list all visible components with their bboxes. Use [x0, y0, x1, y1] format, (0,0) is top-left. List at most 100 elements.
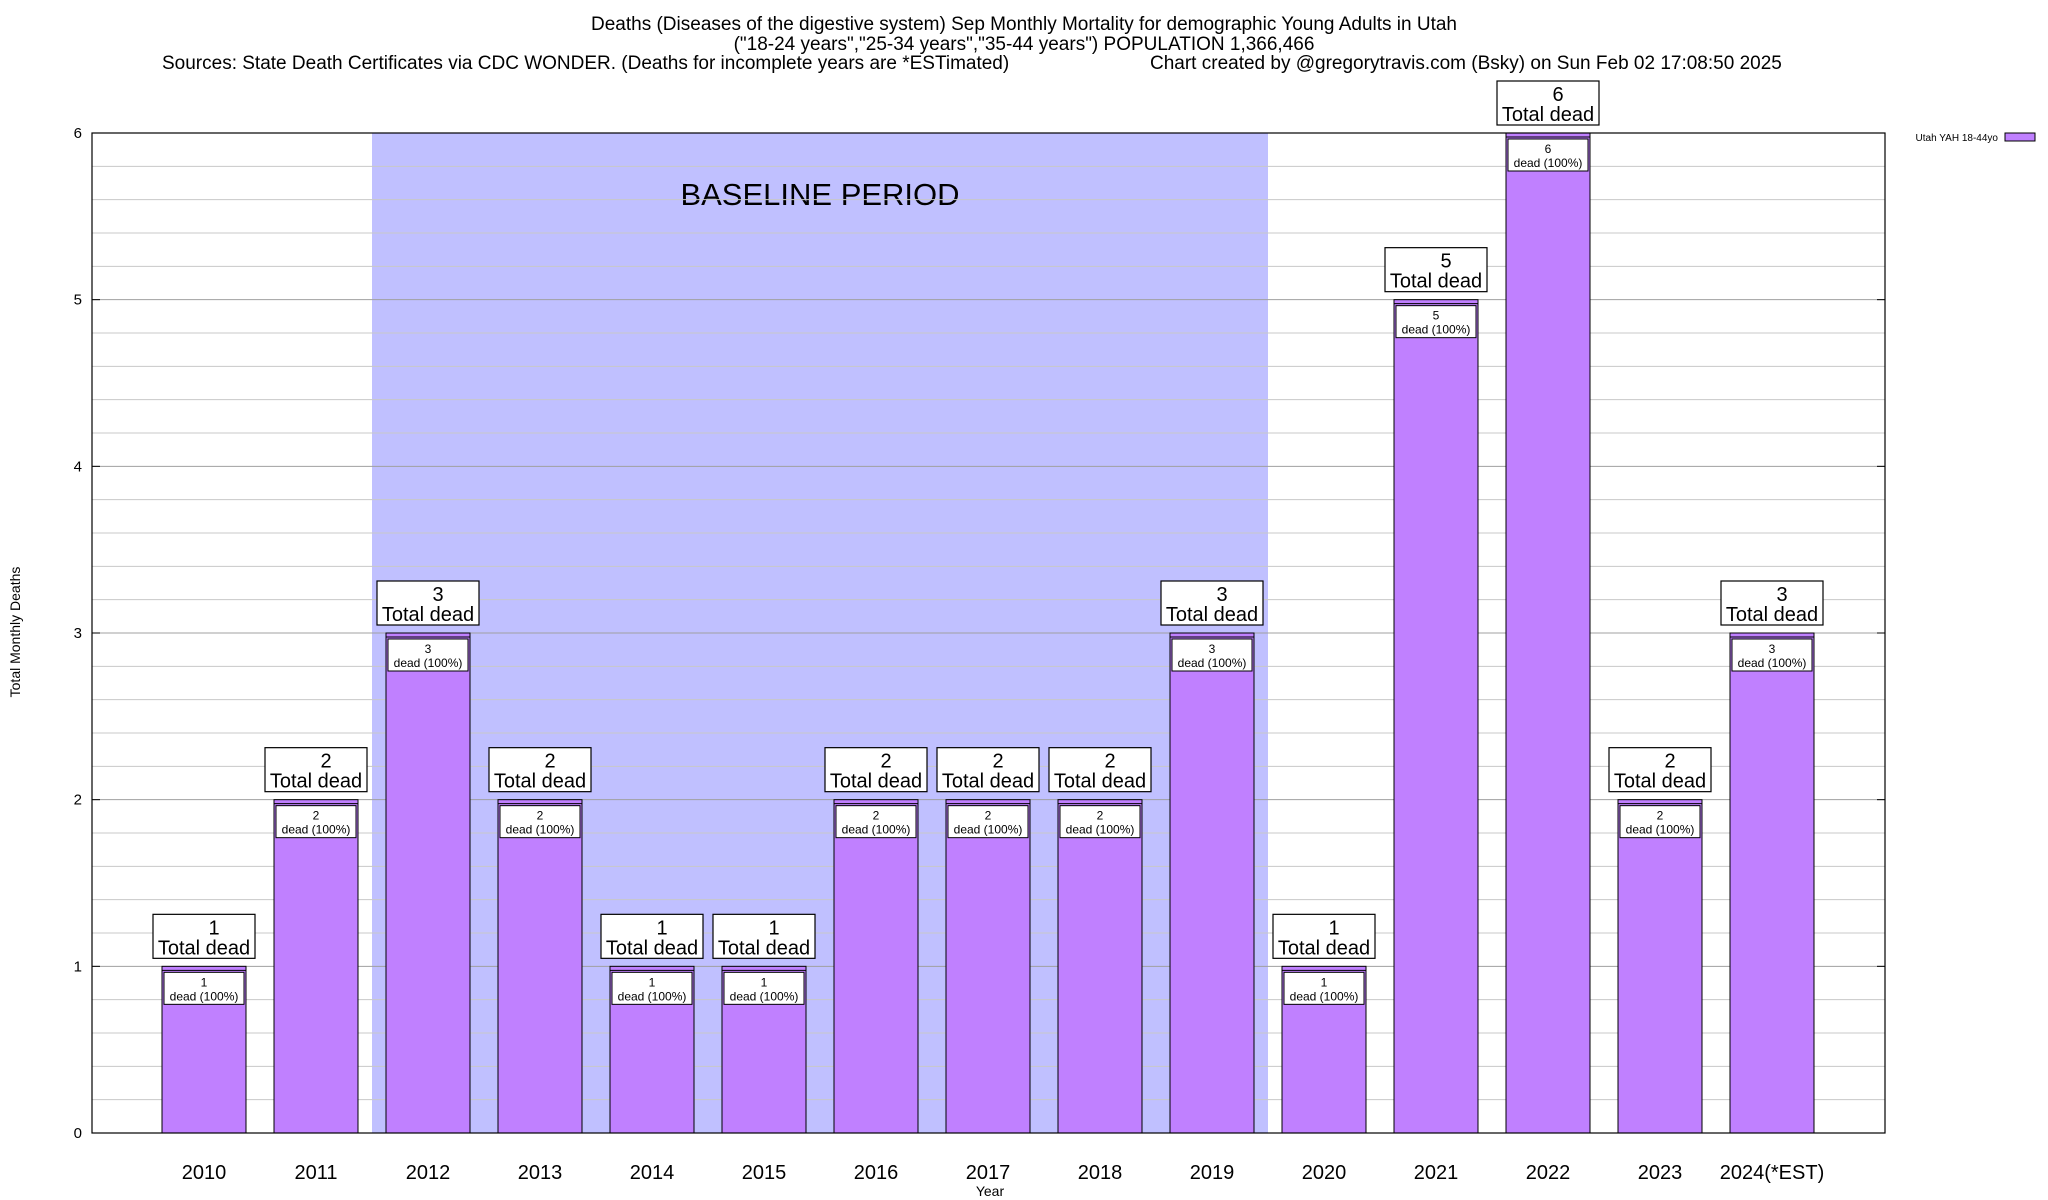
bar-total-label: Total dead [1390, 271, 1482, 293]
bar-inner-value: 1 [201, 975, 208, 989]
bar-inner-label-box [611, 971, 693, 1005]
x-tick-label: 2010 [182, 1162, 227, 1184]
bar-total-label-box [1160, 580, 1264, 626]
bar-inner-label: dead (100%) [842, 823, 911, 837]
legend-label: Utah YAH 18-44yo [1916, 133, 1999, 144]
bar-total-value: 2 [544, 751, 555, 773]
bar-total-label-box [1048, 747, 1152, 793]
bar-total-label: Total dead [494, 771, 586, 793]
bar-total-value: 3 [432, 584, 443, 606]
bar-inner-value: 2 [985, 809, 992, 823]
bar-inner-label-box [499, 805, 581, 839]
bar-inner-label: dead (100%) [394, 656, 463, 670]
bar-total-label: Total dead [1726, 604, 1818, 626]
x-tick-label: 2019 [1190, 1162, 1235, 1184]
bar-total-label-box [1608, 747, 1712, 793]
x-tick-label: 2021 [1414, 1162, 1459, 1184]
bar-inner-label: dead (100%) [954, 823, 1023, 837]
bar-inner-label: dead (100%) [1066, 823, 1135, 837]
bar-inner-label-box [1059, 805, 1141, 839]
bar-inner-label-box [1507, 138, 1589, 172]
bar-total-label: Total dead [606, 937, 698, 959]
bar [833, 799, 919, 1134]
bar-inner-label-box [387, 638, 469, 672]
y-tick-label: 0 [74, 1125, 82, 1142]
bar-total-value: 2 [992, 751, 1003, 773]
bar-total-label-box [1496, 80, 1600, 126]
bar [1505, 132, 1591, 1134]
bar [1393, 299, 1479, 1134]
y-axis-label: Total Monthly Deaths [7, 567, 23, 698]
bar-inner-value: 3 [1209, 642, 1216, 656]
bar-inner-value: 1 [1321, 975, 1328, 989]
bar-total-label: Total dead [942, 771, 1034, 793]
bar-total-value: 2 [880, 751, 891, 773]
bar-total-value: 3 [1216, 584, 1227, 606]
bar-inner-label: dead (100%) [170, 989, 239, 1003]
x-tick-label: 2013 [518, 1162, 563, 1184]
bar-total-label-box [936, 747, 1040, 793]
x-tick-label: 2015 [742, 1162, 787, 1184]
bar [497, 799, 583, 1134]
bar [1617, 799, 1703, 1134]
bar-inner-label: dead (100%) [1738, 656, 1807, 670]
y-tick-label: 1 [74, 958, 82, 975]
bar-total-value: 1 [1328, 917, 1339, 939]
bar-inner-value: 2 [1657, 809, 1664, 823]
bar-total-value: 5 [1440, 251, 1451, 273]
x-tick-label: 2020 [1302, 1162, 1347, 1184]
bar-total-label: Total dead [1278, 937, 1370, 959]
bar-total-value: 1 [768, 917, 779, 939]
bar-total-label: Total dead [1054, 771, 1146, 793]
bar-total-value: 2 [1664, 751, 1675, 773]
bar-total-value: 6 [1552, 84, 1563, 106]
bar-total-value: 1 [208, 917, 219, 939]
bar-inner-value: 5 [1433, 309, 1440, 323]
bar-inner-label-box [1395, 305, 1477, 339]
bar-total-label-box [712, 913, 816, 959]
bar-total-value: 1 [656, 917, 667, 939]
chart-title: Deaths (Diseases of the digestive system… [591, 14, 1457, 35]
bar-total-label: Total dead [270, 771, 362, 793]
bar-inner-value: 3 [425, 642, 432, 656]
bar-inner-label-box [1731, 638, 1813, 672]
bar-inner-label-box [947, 805, 1029, 839]
bar-total-label: Total dead [1614, 771, 1706, 793]
y-tick-label: 4 [74, 458, 82, 475]
bar-inner-label-box [835, 805, 917, 839]
bar-inner-value: 2 [537, 809, 544, 823]
x-tick-label: 2017 [966, 1162, 1011, 1184]
bar [945, 799, 1031, 1134]
bar [1057, 799, 1143, 1134]
bar-inner-label-box [1171, 638, 1253, 672]
x-tick-label: 2014 [630, 1162, 675, 1184]
bar-total-value: 3 [1776, 584, 1787, 606]
bar-inner-label: dead (100%) [506, 823, 575, 837]
bar [385, 632, 471, 1134]
bar-inner-label-box [1283, 971, 1365, 1005]
bar-inner-label-box [1619, 805, 1701, 839]
bar-total-label-box [152, 913, 256, 959]
bar-inner-label: dead (100%) [1178, 656, 1247, 670]
bar [273, 799, 359, 1134]
bar-total-label-box [824, 747, 928, 793]
bar [1729, 632, 1815, 1134]
bar-inner-label: dead (100%) [1514, 156, 1583, 170]
bar-total-label-box [264, 747, 368, 793]
bar-inner-value: 6 [1545, 142, 1552, 156]
bar-total-label-box [488, 747, 592, 793]
y-tick-label: 2 [74, 792, 82, 809]
y-tick-label: 3 [74, 625, 82, 642]
bar-total-value: 2 [1104, 751, 1115, 773]
bar-inner-value: 1 [649, 975, 656, 989]
bar-total-label: Total dead [382, 604, 474, 626]
bar-inner-label-box [163, 971, 245, 1005]
legend-swatch [2004, 132, 2036, 142]
x-tick-label: 2023 [1638, 1162, 1683, 1184]
bar-total-value: 2 [320, 751, 331, 773]
chart-credit-note: Chart created by @gregorytravis.com (Bsk… [1150, 53, 1782, 74]
y-tick-label: 6 [74, 125, 82, 142]
bar-total-label: Total dead [830, 771, 922, 793]
baseline-period-label: BASELINE PERIOD [680, 177, 959, 212]
chart-source-note: Sources: State Death Certificates via CD… [162, 53, 1010, 74]
